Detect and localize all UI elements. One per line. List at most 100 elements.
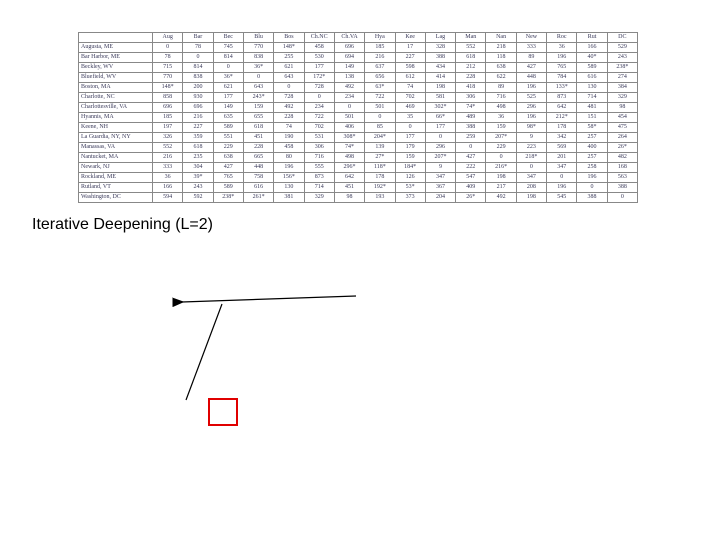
table-cell: 714	[304, 183, 334, 193]
table-cell: 306	[456, 93, 486, 103]
table-cell: 296	[516, 103, 546, 113]
table-cell: 98	[607, 103, 637, 113]
table-cell: 26*	[607, 143, 637, 153]
table-cell: 448	[243, 163, 273, 173]
table-cell: 0	[516, 163, 546, 173]
table-cell: 716	[486, 93, 516, 103]
table-cell: 133*	[547, 83, 577, 93]
table-cell: 66*	[425, 113, 455, 123]
table-cell: 198	[516, 193, 546, 203]
table-cell: 347	[547, 163, 577, 173]
table-cell: 552	[153, 143, 183, 153]
table-cell: 581	[425, 93, 455, 103]
row-label: Boston, MA	[79, 83, 153, 93]
table-cell: 89	[516, 53, 546, 63]
caption-paren: (L=2)	[175, 216, 213, 233]
table-cell: 656	[365, 73, 395, 83]
table-cell: 642	[547, 103, 577, 113]
table-cell: 434	[425, 63, 455, 73]
table-cell: 296*	[334, 163, 364, 173]
table-cell: 333	[153, 163, 183, 173]
table-cell: 179	[395, 143, 425, 153]
table-cell: 616	[577, 73, 607, 83]
table-row: Nantucket, MA2162356386658071649827*1592…	[79, 153, 638, 163]
col-header: Hya	[365, 33, 395, 43]
table-cell: 193	[365, 193, 395, 203]
table-cell: 234	[304, 103, 334, 113]
table-cell: 531	[304, 133, 334, 143]
table-cell: 373	[395, 193, 425, 203]
col-header: DC	[607, 33, 637, 43]
table-cell: 159	[395, 153, 425, 163]
table-cell: 39*	[183, 173, 213, 183]
table-cell: 384	[607, 83, 637, 93]
table-cell: 714	[577, 93, 607, 103]
slide-caption: Iterative Deepening (L=2)	[32, 216, 213, 234]
table-row: Manassas, VA55261822922845830674*1391792…	[79, 143, 638, 153]
table-cell: 218*	[516, 153, 546, 163]
table-cell: 784	[547, 73, 577, 83]
table-cell: 0	[274, 83, 304, 93]
table-cell: 228	[243, 143, 273, 153]
table-cell: 715	[153, 63, 183, 73]
table-cell: 177	[425, 123, 455, 133]
row-label: Augusta, ME	[79, 43, 153, 53]
table-cell: 306	[304, 143, 334, 153]
table-cell: 400	[577, 143, 607, 153]
table-cell: 238*	[607, 63, 637, 73]
table-cell: 0	[334, 103, 364, 113]
table-cell: 722	[304, 113, 334, 123]
table-cell: 257	[577, 153, 607, 163]
table-cell: 638	[213, 153, 243, 163]
table-cell: 0	[243, 73, 273, 83]
col-header: Bec	[213, 33, 243, 43]
table-cell: 148*	[274, 43, 304, 53]
table-cell: 74	[274, 123, 304, 133]
table-corner	[79, 33, 153, 43]
table-cell: 228	[274, 113, 304, 123]
table-cell: 130	[577, 83, 607, 93]
table-cell: 196	[516, 83, 546, 93]
table-cell: 492	[486, 193, 516, 203]
table-cell: 222	[456, 163, 486, 173]
table-cell: 637	[365, 63, 395, 73]
table-cell: 489	[456, 113, 486, 123]
table-cell: 238*	[213, 193, 243, 203]
table-cell: 367	[425, 183, 455, 193]
table-cell: 63*	[365, 83, 395, 93]
table-cell: 74	[395, 83, 425, 93]
table-cell: 257	[577, 133, 607, 143]
table-cell: 243	[183, 183, 213, 193]
table-cell: 696	[334, 43, 364, 53]
table-cell: 555	[304, 163, 334, 173]
table-cell: 200	[183, 83, 213, 93]
table-cell: 159	[486, 123, 516, 133]
row-label: Nantucket, MA	[79, 153, 153, 163]
table-cell: 418	[456, 83, 486, 93]
table-row: Rutland, VT166243589616130714451192*53*3…	[79, 183, 638, 193]
col-header: Bar	[183, 33, 213, 43]
table-cell: 258	[577, 163, 607, 173]
table-cell: 598	[395, 63, 425, 73]
table-cell: 530	[304, 53, 334, 63]
table-cell: 427	[213, 163, 243, 173]
table-cell: 770	[153, 73, 183, 83]
row-label: Manassas, VA	[79, 143, 153, 153]
table-cell: 85	[365, 123, 395, 133]
table-cell: 217	[486, 183, 516, 193]
table-row: Charlottesville, VA696696149159492234050…	[79, 103, 638, 113]
table-cell: 388	[577, 193, 607, 203]
table-cell: 665	[243, 153, 273, 163]
table-cell: 388	[456, 123, 486, 133]
table-cell: 185	[153, 113, 183, 123]
table-cell: 168	[607, 163, 637, 173]
table-cell: 406	[334, 123, 364, 133]
caption-prefix: Iterative Deepening	[32, 216, 175, 233]
table-cell: 212*	[547, 113, 577, 123]
table-cell: 326	[153, 133, 183, 143]
table-cell: 618	[456, 53, 486, 63]
table-cell: 0	[425, 133, 455, 143]
table-cell: 36	[547, 43, 577, 53]
table-cell: 0	[153, 43, 183, 53]
row-label: Newark, NJ	[79, 163, 153, 173]
